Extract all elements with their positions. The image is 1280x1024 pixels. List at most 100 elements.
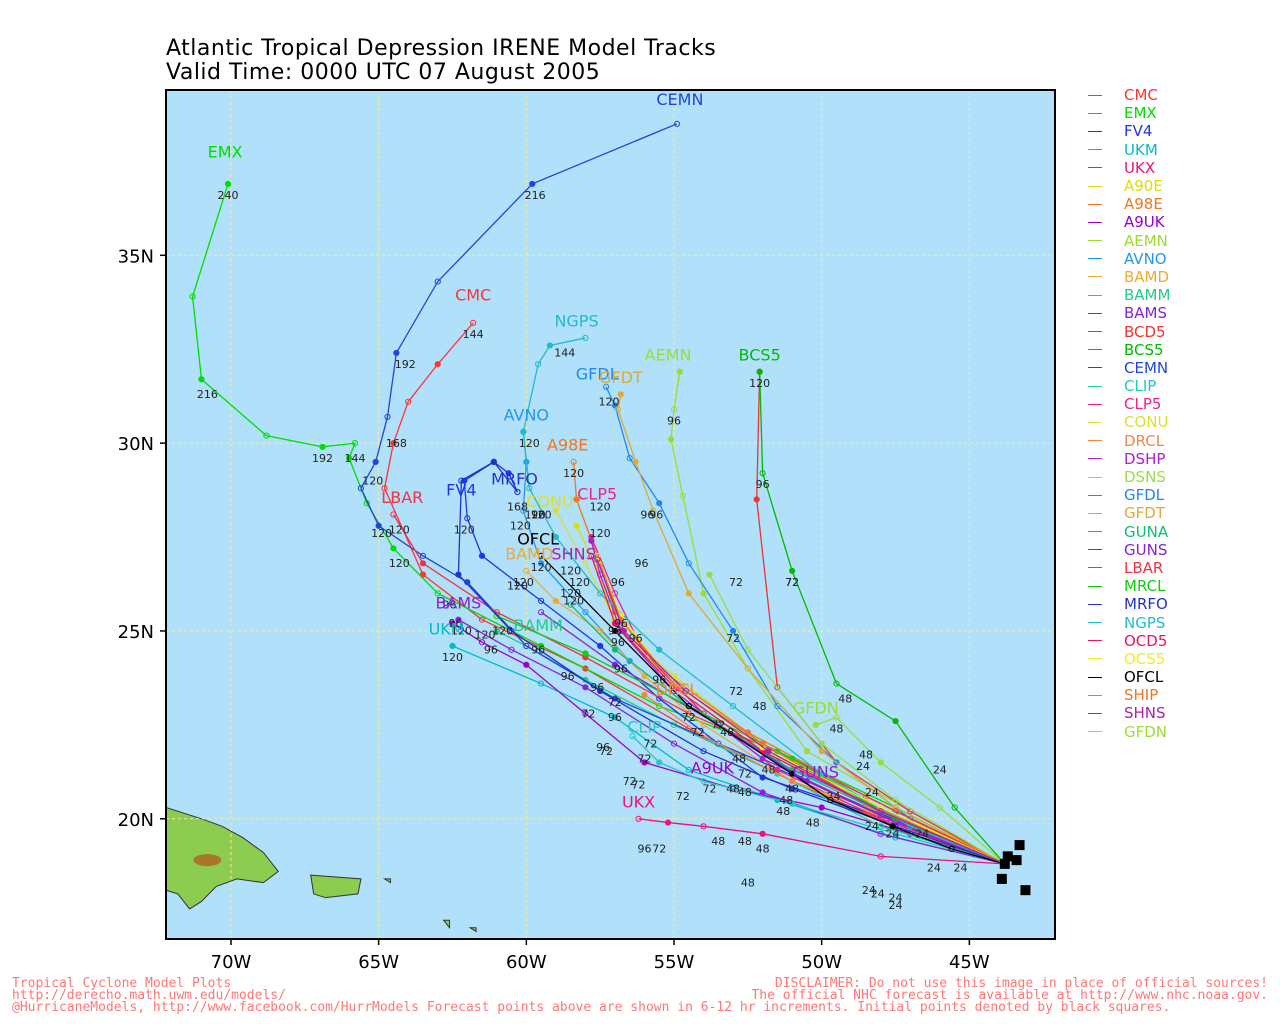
leadtime-label: 48 [738,835,752,848]
legend-label: BCS5 [1124,340,1164,359]
leadtime-label: 48 [720,726,734,739]
plot-frame [165,89,1056,940]
legend-swatch [1088,312,1102,314]
legend-label: DSNS [1124,468,1166,487]
track-point [594,552,601,559]
track-point [449,642,456,650]
leadtime-label: 72 [652,843,666,856]
track-point [667,436,675,443]
legend-swatch [1088,294,1102,296]
legend: CMC EMX FV4 UKM UKX A90E A98E A9UK AEMN AVNO BAMD B… [1088,86,1170,741]
legend-label: OFCL [1124,668,1164,687]
tag-avno: AVNO [504,406,549,425]
track-point [877,853,884,860]
legend-item-ukx: UKX [1088,159,1170,177]
initial-point-marker [1002,851,1013,862]
track-point [390,440,397,447]
track-point [381,485,388,492]
legend-label: LBAR [1124,558,1164,577]
track-point [700,733,707,740]
track-point [759,470,766,477]
track-point [744,646,751,653]
track-point [537,609,545,616]
legend-swatch [1088,603,1102,605]
track-point [759,755,766,762]
leadtime-label: 96 [484,643,498,656]
leadtime-label: 48 [753,700,767,713]
legend-label: GUNA [1124,522,1169,541]
track-line [457,461,1006,865]
track-point [570,458,577,466]
leadtime-label: 72 [676,790,690,803]
track-point [582,609,589,616]
leadtime-label: 72 [581,707,595,720]
footer-disclaimer: DISCLAIMER: Do not use this image in pla… [774,976,1268,991]
track-point [765,748,772,755]
track-dsns [706,571,1006,865]
leadtime-label: 72 [682,711,696,724]
tag-emx: EMX [208,143,243,162]
track-point [464,515,471,522]
chart-title: Atlantic Tropical Depression IRENE Model… [166,36,717,61]
track-point [685,560,692,567]
leadtime-label: 96 [640,508,654,521]
legend-label: SHIP [1124,686,1159,705]
leadtime-label: 120 [749,377,770,390]
track-point [614,406,621,413]
track-line [522,337,1006,865]
leadtime-label: 120 [389,557,410,570]
tag-bamd: BAMD [505,545,553,564]
leadtime-label: 72 [623,775,637,788]
leadtime-label: 120 [371,527,392,540]
track-point [685,710,692,717]
legend-swatch [1088,112,1102,114]
legend-label: AEMN [1124,231,1168,250]
leadtime-label: 120 [563,595,584,608]
legend-item-cmc: CMC [1088,86,1170,104]
track-point [375,522,382,529]
legend-swatch [1088,221,1102,223]
legend-item-ofcl: OFCL [1088,668,1170,686]
legend-item-dshp: DSHP [1088,450,1170,468]
track-point [803,748,811,755]
legend-swatch [1088,494,1102,496]
leadtime-label: 120 [507,580,528,593]
track-line [599,563,1006,865]
track-point [729,702,737,710]
leadtime-label: 96 [531,508,545,521]
track-point [818,770,825,777]
legend-item-gfdl: GFDL [1088,486,1170,504]
legend-swatch [1088,240,1102,242]
leadtime-label: 72 [637,752,651,765]
tag-clp5: CLP5 [577,484,617,503]
chart-subtitle: Valid Time: 0000 UTC 07 August 2005 [166,60,601,85]
legend-label: CLP5 [1124,395,1162,414]
tag-clip: CLIP [627,717,662,736]
track-point [892,819,899,826]
track-point [862,800,870,807]
track-line [596,555,1006,865]
track-point [455,616,462,623]
land-5 [479,950,491,961]
legend-label: UKM [1124,140,1158,159]
track-point [833,680,840,687]
track-gfdn [812,714,1006,865]
leadtime-label: 48 [756,843,770,856]
track-point [478,616,486,623]
track-point [877,830,884,837]
leadtime-label: 48 [785,782,799,795]
legend-swatch [1088,458,1102,460]
legend-item-bcs5: BCS5 [1088,341,1170,359]
track-point [789,778,796,785]
track-point [759,830,766,837]
legend-swatch [1088,676,1102,678]
legend-item-guns: GUNS [1088,541,1170,559]
leadtime-label: 96 [590,681,604,694]
leadtime-label: 96 [614,617,628,630]
legend-label: OCD5 [1124,631,1168,650]
track-point [789,800,796,807]
legend-item-ngps: NGPS [1088,613,1170,632]
leadtime-label: 96 [635,557,649,570]
track-point [597,627,604,635]
y-tick-label: 20N [118,810,154,831]
